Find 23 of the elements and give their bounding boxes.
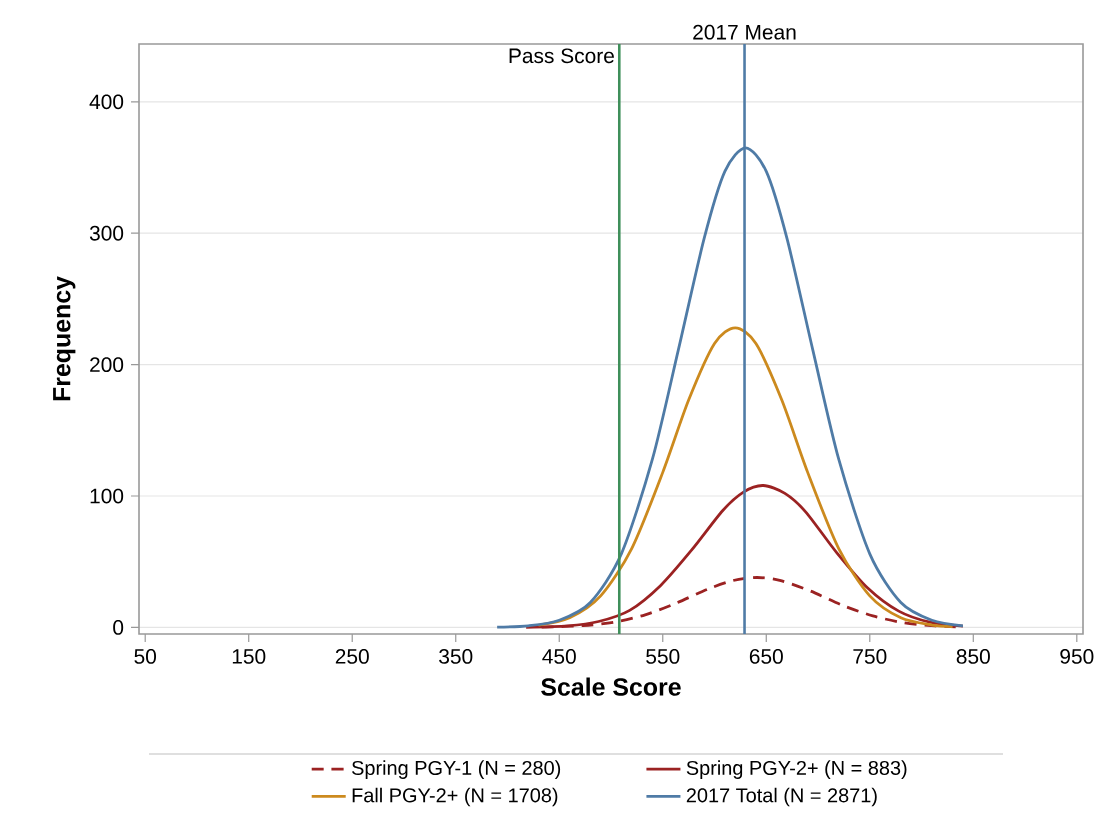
x-tick-label: 150 bbox=[232, 649, 266, 664]
legend-label: Fall PGY-2+ (N = 1708) bbox=[352, 787, 558, 807]
y-tick-label: 200 bbox=[90, 357, 124, 373]
x-axis-title: Scale Score bbox=[541, 677, 681, 696]
ref-line-label: 2017 Mean bbox=[693, 24, 796, 40]
legend-label: Spring PGY-2+ (N = 883) bbox=[686, 760, 907, 779]
legend-label: Spring PGY-1 (N = 280) bbox=[352, 760, 561, 779]
x-tick-label: 250 bbox=[335, 649, 369, 664]
x-tick-label: 50 bbox=[134, 649, 157, 664]
x-tick-label: 850 bbox=[956, 649, 990, 664]
x-tick-label: 350 bbox=[439, 649, 473, 664]
y-tick-label: 300 bbox=[89, 225, 124, 241]
x-tick-label: 550 bbox=[646, 649, 680, 664]
ref-line-label: Pass Score bbox=[509, 48, 614, 64]
x-tick-label: 950 bbox=[1060, 649, 1094, 664]
y-tick-label: 400 bbox=[89, 94, 124, 110]
y-tick-label: 0 bbox=[113, 620, 124, 635]
legend-label: 2017 Total (N = 2871) bbox=[686, 787, 877, 807]
x-tick-label: 450 bbox=[542, 649, 576, 664]
y-axis-title: Frequency bbox=[53, 276, 76, 401]
x-tick-label: 750 bbox=[853, 649, 887, 664]
x-tick-label: 650 bbox=[749, 649, 783, 664]
y-tick-label: 100 bbox=[90, 488, 124, 504]
